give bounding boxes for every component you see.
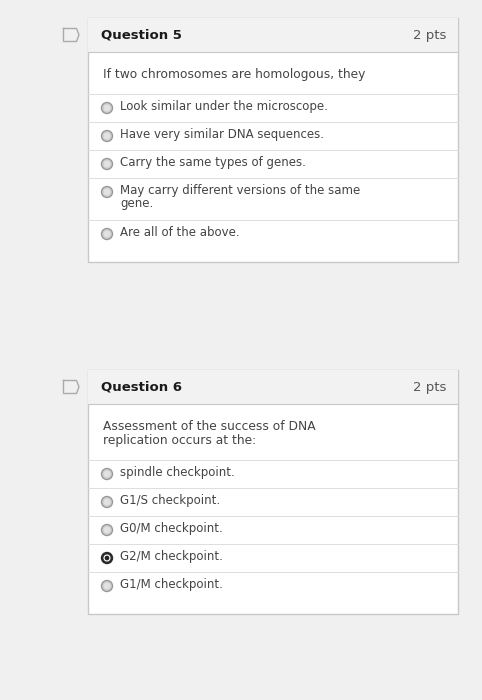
Circle shape — [102, 552, 112, 564]
Text: Question 6: Question 6 — [101, 381, 182, 393]
FancyBboxPatch shape — [88, 370, 458, 614]
FancyBboxPatch shape — [88, 370, 458, 404]
Circle shape — [103, 526, 111, 534]
Circle shape — [104, 555, 110, 561]
FancyBboxPatch shape — [88, 18, 458, 52]
Circle shape — [106, 556, 108, 560]
Circle shape — [104, 161, 110, 167]
FancyBboxPatch shape — [88, 18, 458, 262]
Text: Assessment of the success of DNA: Assessment of the success of DNA — [103, 420, 316, 433]
Circle shape — [103, 470, 111, 478]
Text: G1/M checkpoint.: G1/M checkpoint. — [120, 578, 223, 591]
Circle shape — [102, 130, 112, 141]
Circle shape — [103, 188, 111, 196]
Text: G2/M checkpoint.: G2/M checkpoint. — [120, 550, 223, 563]
Text: Carry the same types of genes.: Carry the same types of genes. — [120, 156, 306, 169]
Text: 2 pts: 2 pts — [413, 381, 446, 393]
Text: gene.: gene. — [120, 197, 153, 210]
Circle shape — [103, 132, 111, 140]
Circle shape — [104, 527, 110, 533]
Circle shape — [103, 498, 111, 506]
Circle shape — [103, 104, 111, 112]
Circle shape — [103, 230, 111, 238]
Text: G0/M checkpoint.: G0/M checkpoint. — [120, 522, 223, 535]
Text: Look similar under the microscope.: Look similar under the microscope. — [120, 100, 328, 113]
Circle shape — [102, 102, 112, 113]
Text: May carry different versions of the same: May carry different versions of the same — [120, 184, 360, 197]
Circle shape — [104, 133, 110, 139]
Text: Have very similar DNA sequences.: Have very similar DNA sequences. — [120, 128, 324, 141]
Circle shape — [102, 524, 112, 536]
Text: spindle checkpoint.: spindle checkpoint. — [120, 466, 235, 479]
Circle shape — [102, 186, 112, 197]
Text: G1/S checkpoint.: G1/S checkpoint. — [120, 494, 220, 507]
Text: Are all of the above.: Are all of the above. — [120, 226, 240, 239]
Circle shape — [102, 158, 112, 169]
Circle shape — [104, 499, 110, 505]
Text: Question 5: Question 5 — [101, 29, 182, 41]
Circle shape — [104, 471, 110, 477]
Circle shape — [102, 468, 112, 480]
Text: 2 pts: 2 pts — [413, 29, 446, 41]
Circle shape — [103, 582, 111, 590]
Circle shape — [102, 228, 112, 239]
Circle shape — [102, 496, 112, 507]
Circle shape — [104, 189, 110, 195]
Text: If two chromosomes are homologous, they: If two chromosomes are homologous, they — [103, 68, 365, 81]
Text: replication occurs at the:: replication occurs at the: — [103, 434, 256, 447]
Circle shape — [104, 583, 110, 589]
Circle shape — [102, 580, 112, 592]
Circle shape — [104, 231, 110, 237]
Circle shape — [104, 105, 110, 111]
Circle shape — [103, 160, 111, 168]
